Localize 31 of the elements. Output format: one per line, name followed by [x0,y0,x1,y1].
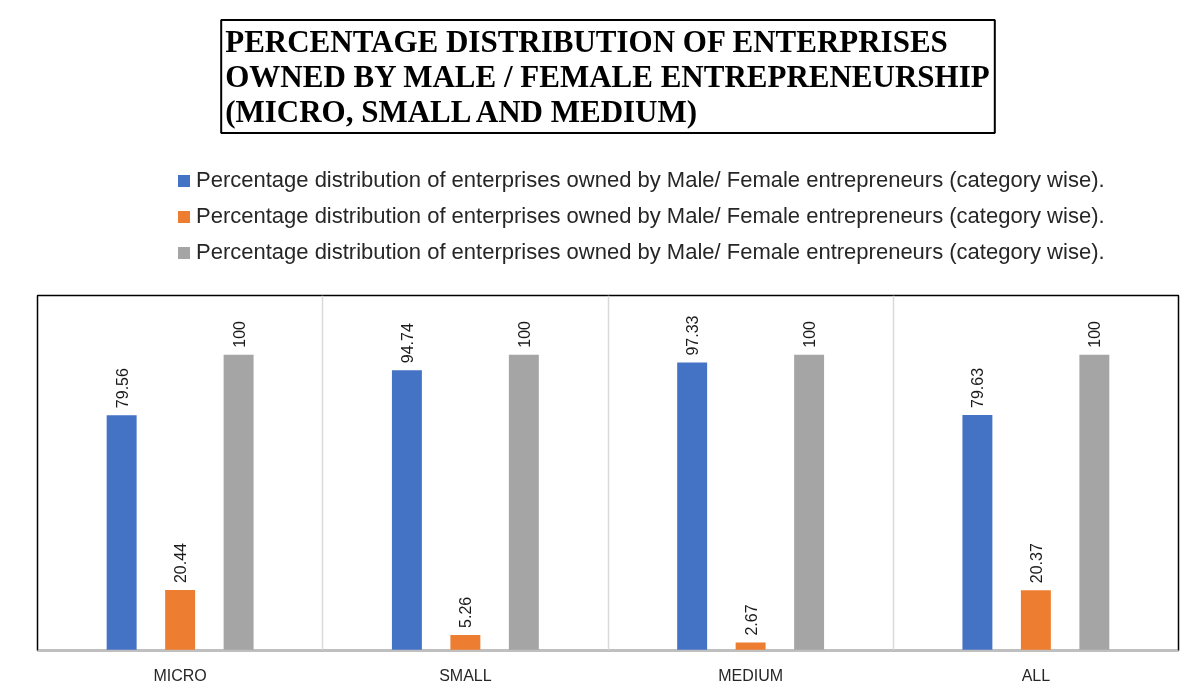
bar [223,354,254,651]
data-label: 2.67 [742,604,760,636]
data-label: 20.44 [172,542,190,584]
data-label: 5.26 [457,596,475,628]
bar [508,354,539,651]
legend-label: Percentage distribution of enterprises owned by Male/ Female entrepreneurs (category wise). [196,167,1105,193]
legend-label: Percentage distribution of enterprises owned by Male/ Female entrepreneurs (category wise). [196,203,1105,229]
data-label: 97.33 [684,315,702,356]
bar [794,354,825,651]
data-label: 79.63 [969,367,987,408]
data-label: 100 [515,320,533,348]
data-label: 100 [801,320,819,348]
x-tick-label: SMALL [439,666,492,684]
bar [1079,354,1110,651]
bar [1020,590,1051,651]
bar [106,415,137,651]
data-label: 100 [230,320,248,348]
data-label: 79.56 [113,367,131,409]
x-tick-label: ALL [1021,666,1051,684]
bar [391,370,422,651]
bar [165,590,196,651]
x-tick-label: MEDIUM [718,666,784,684]
data-label: 20.37 [1027,543,1045,584]
legend-label: Percentage distribution of enterprises owned by Male/ Female entrepreneurs (category wise). [196,239,1105,265]
bar [450,634,481,651]
chart-title: PERCENTAGE DISTRIBUTION OF ENTERPRISES OWNED BY MALE / FEMALE ENTREPRENEURSHIP (MICRO, SMALL AND MEDIUM) [225,24,990,129]
bar [962,414,993,651]
data-label: 94.74 [398,323,416,364]
data-label: 100 [1086,320,1104,348]
x-tick-label: MICRO [153,666,207,684]
bar [677,362,708,651]
